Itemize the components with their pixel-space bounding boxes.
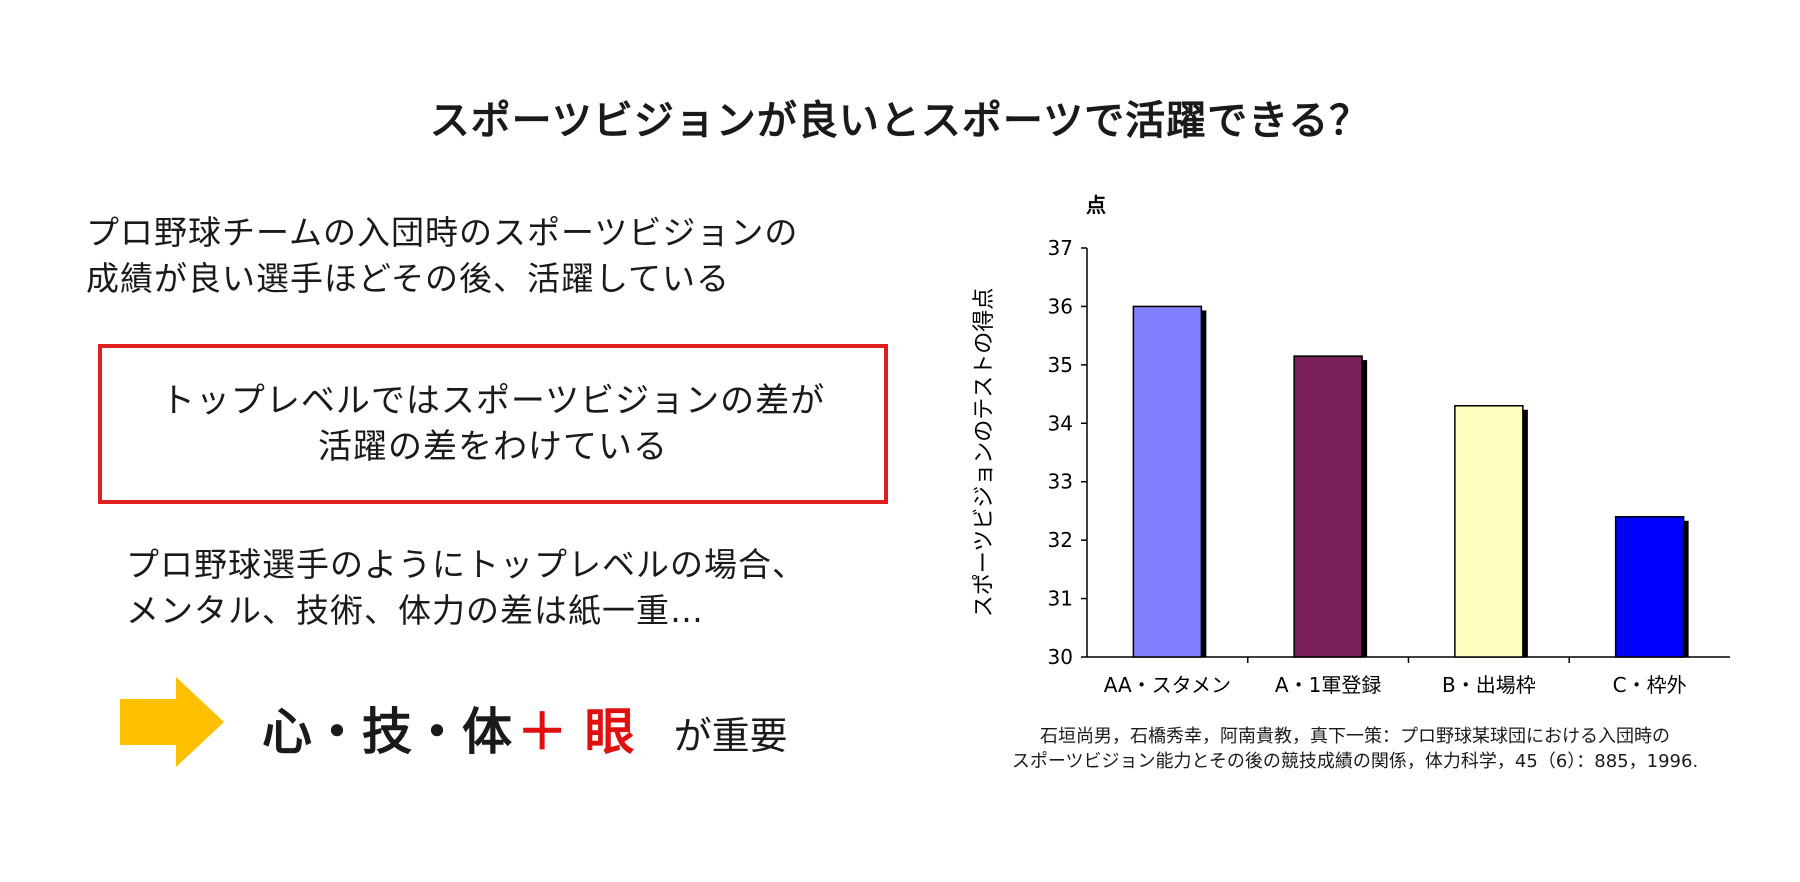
y-axis-title: スポーツビジョンのテストの得点 <box>972 288 997 618</box>
y-tick-label: 31 <box>1048 587 1073 611</box>
note-text: プロ野球選手のようにトップレベルの場合、 メンタル、技術、体力の差は紙一重… <box>126 542 806 634</box>
y-tick-label: 34 <box>1048 411 1073 435</box>
bar <box>1293 355 1363 658</box>
intro-line: プロ野球チームの入団時のスポーツビジョンの <box>86 213 799 252</box>
y-tick-label: 35 <box>1048 353 1073 377</box>
highlight-line: トップレベルではスポーツビジョンの差が <box>160 381 826 421</box>
conclusion-main: 心・技・体 <box>262 703 512 761</box>
conclusion-plus-eye: ＋ 眼 <box>517 703 635 761</box>
y-tick-label: 33 <box>1048 470 1073 494</box>
highlight-line: 活躍の差をわけている <box>318 427 668 467</box>
y-tick-label: 36 <box>1048 294 1073 318</box>
conclusion: 心・技・体 ＋ 眼 が重要 <box>262 692 788 764</box>
x-tick-label: C・枠外 <box>1613 673 1687 697</box>
citation-line: スポーツビジョン能力とその後の競技成績の関係，体力科学，45（6）：885，19… <box>1011 751 1699 772</box>
citation: 石垣尚男，石橋秀幸，阿南貴教，真下一策：プロ野球某球団における入団時の スポーツ… <box>960 724 1750 774</box>
y-tick-label: 32 <box>1048 528 1073 552</box>
right-arrow-icon <box>120 677 224 767</box>
y-tick-label: 37 <box>1048 236 1073 260</box>
slide-title: スポーツビジョンが良いとスポーツで活躍できる？ <box>429 98 1371 144</box>
bar <box>1132 305 1203 658</box>
note-line: メンタル、技術、体力の差は紙一重… <box>126 591 704 630</box>
x-tick-label: B・出場枠 <box>1442 673 1536 697</box>
bar <box>1614 516 1685 658</box>
note-line: プロ野球選手のようにトップレベルの場合、 <box>126 545 806 584</box>
x-tick-label: A・1軍登録 <box>1275 673 1381 697</box>
citation-line: 石垣尚男，石橋秀幸，阿南貴教，真下一策：プロ野球某球団における入団時の <box>1040 726 1670 747</box>
highlight-box: トップレベルではスポーツビジョンの差が 活躍の差をわけている <box>98 344 888 504</box>
bar <box>1454 405 1524 658</box>
conclusion-suffix: が重要 <box>673 714 788 758</box>
intro-text: プロ野球チームの入団時のスポーツビジョンの 成績が良い選手ほどその後、活躍してい… <box>86 210 798 302</box>
intro-line: 成績が良い選手ほどその後、活躍している <box>86 259 731 298</box>
x-tick-label: AA・スタメン <box>1104 673 1231 697</box>
y-unit-label: 点 <box>1086 193 1106 217</box>
y-tick-label: 30 <box>1048 645 1073 669</box>
